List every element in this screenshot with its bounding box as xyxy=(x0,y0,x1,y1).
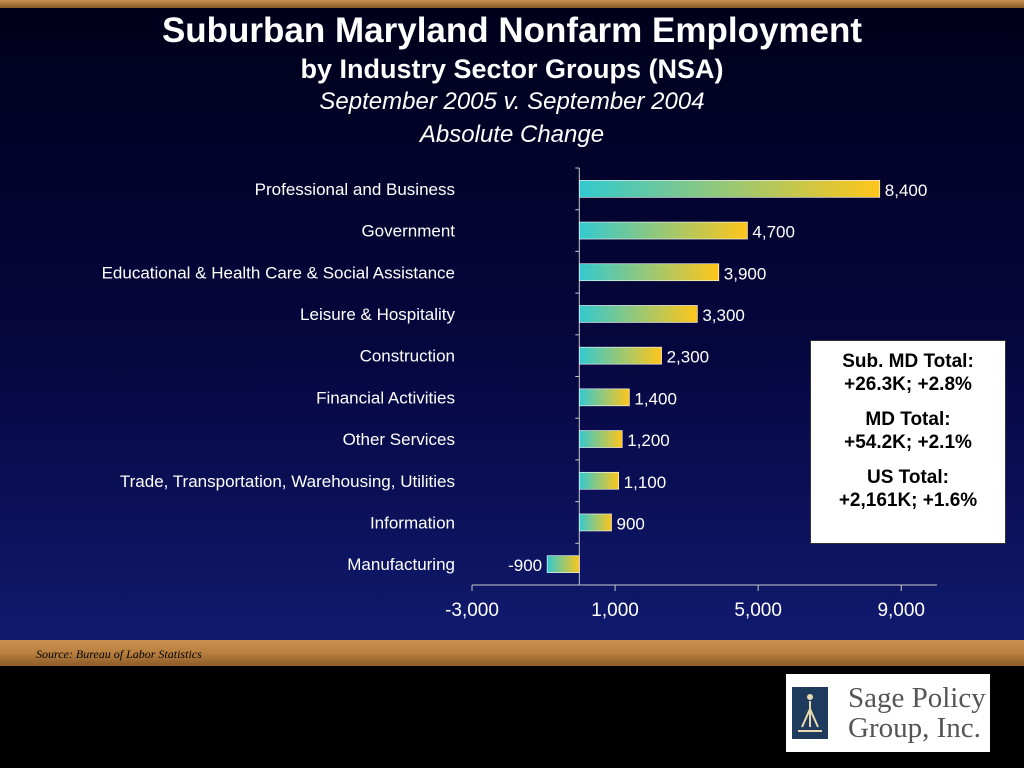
category-label: Trade, Transportation, Warehousing, Util… xyxy=(120,472,455,491)
category-label: Educational & Health Care & Social Assis… xyxy=(102,263,455,282)
chart-period: September 2005 v. September 2004 xyxy=(319,88,705,115)
data-label: 2,300 xyxy=(667,348,710,367)
us-total-value: +2,161K; +1.6% xyxy=(838,490,978,511)
bar-2 xyxy=(579,263,720,282)
data-label: -900 xyxy=(508,556,542,575)
category-label: Other Services xyxy=(343,430,455,449)
category-label: Manufacturing xyxy=(347,555,455,574)
bar-7 xyxy=(579,471,619,490)
md-total-value: +54.2K; +2.1% xyxy=(844,432,972,453)
us-total-label: US Total: xyxy=(867,467,949,488)
md-total-label: MD Total: xyxy=(865,409,951,430)
data-label: 8,400 xyxy=(885,181,928,200)
category-label: Leisure & Hospitality xyxy=(300,305,455,324)
x-tick-label: 1,000 xyxy=(591,600,639,621)
logo-text: Sage Policy Group, Inc. xyxy=(848,682,986,744)
bar-0 xyxy=(579,180,881,198)
category-label: Financial Activities xyxy=(316,388,455,407)
bar-9 xyxy=(546,555,580,573)
totals-box: Sub. MD Total: +26.3K; +2.8% MD Total: +… xyxy=(810,340,1006,544)
x-tick-label: -3,000 xyxy=(445,600,499,621)
sub-md-total-value: +26.3K; +2.8% xyxy=(844,374,972,395)
category-label: Information xyxy=(370,513,455,532)
logo-mark-icon xyxy=(792,687,828,739)
category-label: Construction xyxy=(360,347,455,366)
bar-4 xyxy=(579,346,662,365)
data-label: 3,300 xyxy=(702,306,745,325)
top-decorative-band xyxy=(0,0,1024,8)
bar-3 xyxy=(579,305,698,323)
data-label: 3,900 xyxy=(724,264,767,283)
bar-8 xyxy=(579,513,612,532)
category-label: Government xyxy=(361,222,455,241)
sub-md-total-label: Sub. MD Total: xyxy=(842,351,974,372)
x-tick-label: 9,000 xyxy=(877,600,925,621)
chart-subtitle: by Industry Sector Groups (NSA) xyxy=(300,54,724,84)
bottom-decorative-band xyxy=(0,640,1024,666)
data-label: 900 xyxy=(617,514,645,533)
data-label: 1,200 xyxy=(627,431,670,450)
data-label: 1,400 xyxy=(634,389,677,408)
chart-measure: Absolute Change xyxy=(419,121,605,148)
data-label: 1,100 xyxy=(624,473,667,492)
bar-1 xyxy=(579,221,748,240)
company-logo: Sage Policy Group, Inc. xyxy=(786,674,990,752)
category-label: Professional and Business xyxy=(255,180,455,199)
title-block: Suburban Maryland Nonfarm Employment by … xyxy=(0,10,1024,152)
chart-title: Suburban Maryland Nonfarm Employment xyxy=(161,11,863,50)
x-tick-label: 5,000 xyxy=(734,600,782,621)
source-note: Source: Bureau of Labor Statistics xyxy=(36,647,202,661)
bar-5 xyxy=(579,388,630,407)
data-label: 4,700 xyxy=(752,223,795,242)
bar-chart: Professional and Business 8,400 Government… xyxy=(102,167,937,621)
bar-6 xyxy=(579,430,623,448)
